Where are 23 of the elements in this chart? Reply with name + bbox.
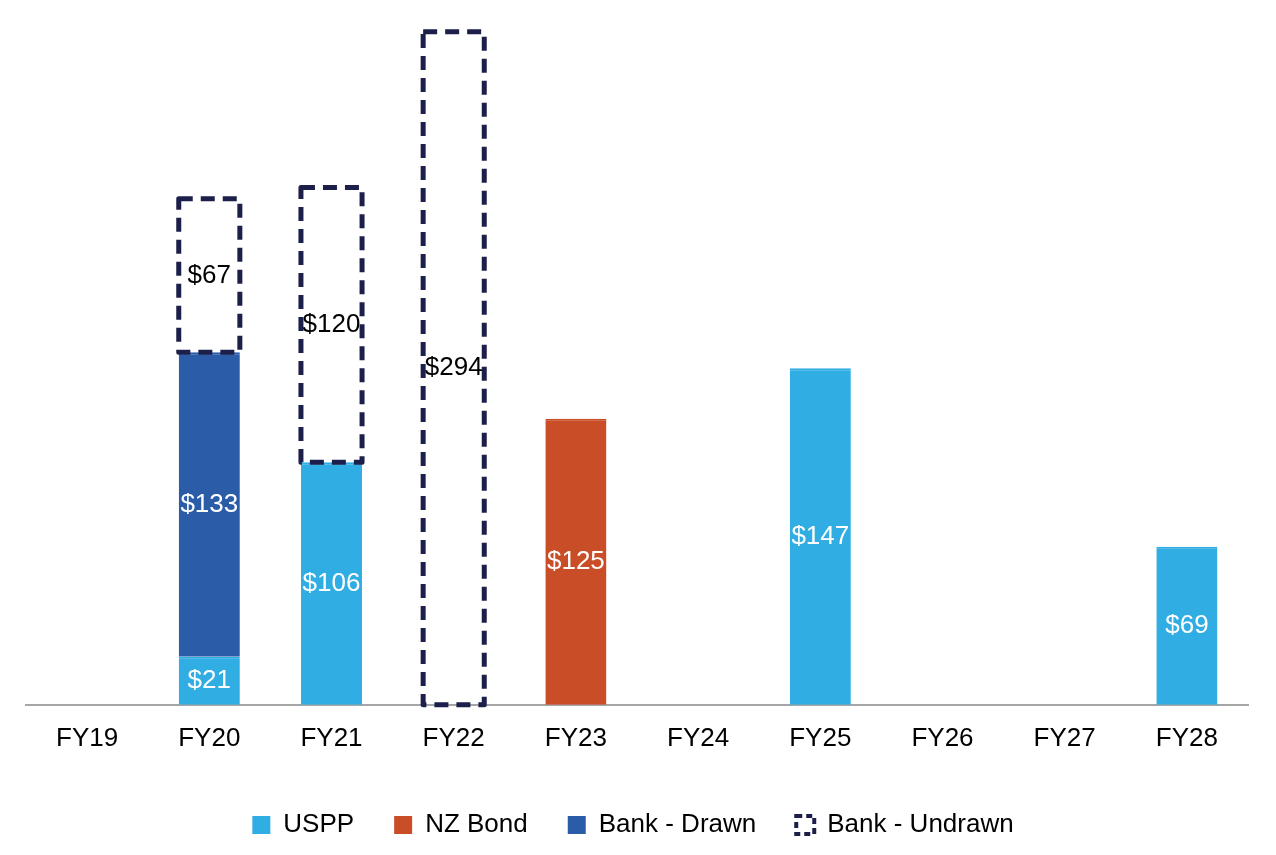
x-tick-label: FY20 <box>178 721 241 752</box>
data-label: $120 <box>302 307 361 338</box>
x-tick-label: FY23 <box>544 721 607 752</box>
legend-label: Bank - Undrawn <box>827 808 1014 839</box>
data-label: $69 <box>1165 608 1209 639</box>
x-tick-label: FY21 <box>300 721 363 752</box>
legend-label: NZ Bond <box>425 808 528 839</box>
data-label: $106 <box>302 566 361 597</box>
data-label: $21 <box>187 663 231 694</box>
data-label: $67 <box>187 258 231 289</box>
x-tick-label: FY24 <box>667 721 730 752</box>
legend-label: USPP <box>283 808 355 839</box>
data-label: $133 <box>180 487 239 518</box>
x-tick-label: FY19 <box>56 721 119 752</box>
data-label: $294 <box>424 351 483 382</box>
legend-label: Bank - Drawn <box>598 808 757 839</box>
x-tick-label: FY22 <box>422 721 485 752</box>
x-tick-label: FY25 <box>789 721 852 752</box>
x-tick-label: FY28 <box>1155 721 1218 752</box>
x-tick-label: FY27 <box>1033 721 1096 752</box>
data-label: $147 <box>791 519 850 550</box>
x-tick-label: FY26 <box>911 721 974 752</box>
data-label: $125 <box>546 544 605 575</box>
